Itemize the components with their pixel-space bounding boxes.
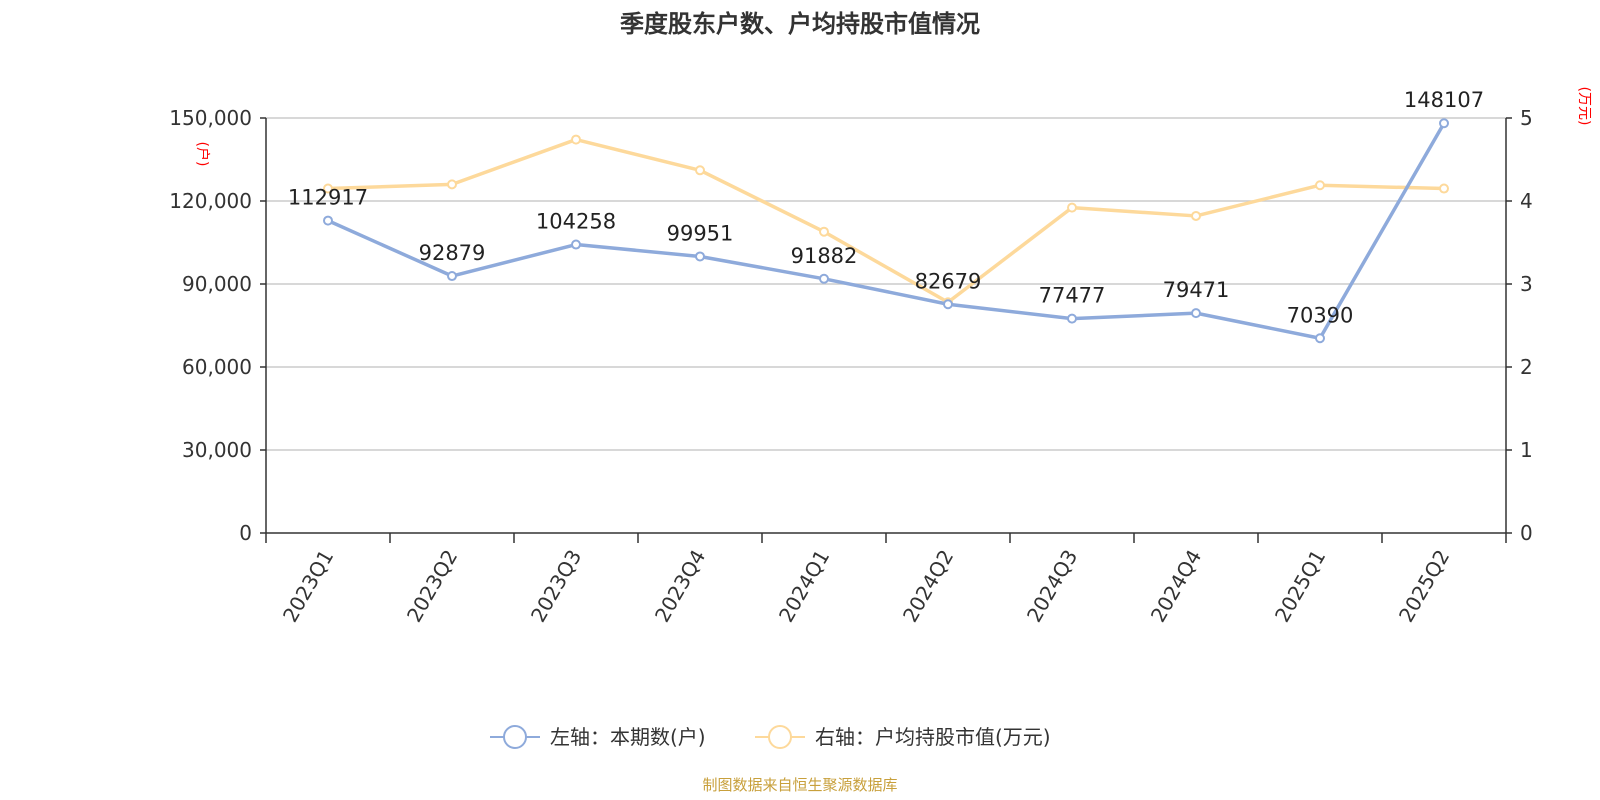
data-point-left[interactable] xyxy=(1315,333,1325,344)
x-tick-label: 2024Q1 xyxy=(774,546,834,627)
chart-title: 季度股东户数、户均持股市值情况 xyxy=(620,10,980,38)
data-point-left[interactable] xyxy=(695,251,705,262)
data-point-left[interactable] xyxy=(943,299,953,310)
x-tick-label: 2023Q3 xyxy=(526,546,586,627)
x-tick-label: 2023Q1 xyxy=(278,546,338,627)
data-label: 99951 xyxy=(667,221,734,245)
source-note: 制图数据来自恒生聚源数据库 xyxy=(702,776,897,794)
x-tick-label: 2024Q4 xyxy=(1146,546,1206,627)
data-point-right[interactable] xyxy=(1315,180,1325,191)
data-label: 91882 xyxy=(791,244,858,268)
data-point-right[interactable] xyxy=(819,226,829,237)
left-tick-label: 120,000 xyxy=(169,189,252,213)
x-tick-label: 2024Q3 xyxy=(1022,546,1082,627)
data-point-right[interactable] xyxy=(571,134,581,145)
legend[interactable]: 左轴：本期数(户) 右轴：户均持股市值(万元) xyxy=(490,725,1051,749)
x-tick-label: 2025Q1 xyxy=(1270,546,1330,627)
left-axis-unit: (户) xyxy=(194,142,211,167)
left-tick-label: 30,000 xyxy=(182,438,252,462)
data-point-right[interactable] xyxy=(695,165,705,176)
left-tick-label: 60,000 xyxy=(182,355,252,379)
data-label: 92879 xyxy=(419,241,486,265)
data-point-left[interactable] xyxy=(819,273,829,284)
data-point-right[interactable] xyxy=(1439,183,1449,194)
x-tick-label: 2024Q2 xyxy=(898,546,958,627)
series-line-left xyxy=(327,122,1446,341)
left-tick-label: 90,000 xyxy=(182,272,252,296)
data-point-left[interactable] xyxy=(447,271,457,282)
data-label: 148107 xyxy=(1404,88,1484,112)
data-point-right[interactable] xyxy=(323,183,333,194)
series-line-right xyxy=(327,137,1445,305)
data-label: 70390 xyxy=(1287,303,1354,327)
data-point-left[interactable] xyxy=(323,215,333,226)
data-point-right[interactable] xyxy=(1067,202,1077,213)
data-point-left[interactable] xyxy=(1067,313,1077,324)
data-label: 104258 xyxy=(536,210,616,234)
left-tick-label: 150,000 xyxy=(169,106,252,130)
right-tick-label: 3 xyxy=(1520,272,1533,296)
data-label: 77477 xyxy=(1039,284,1106,308)
x-tick-label: 2023Q2 xyxy=(402,546,462,627)
right-axis-unit: (万元) xyxy=(1576,87,1592,126)
data-point-right[interactable] xyxy=(1191,210,1201,221)
legend-item-left-series[interactable]: 左轴：本期数(户) xyxy=(490,725,706,749)
x-tick-label: 2025Q2 xyxy=(1394,546,1454,627)
right-tick-label: 4 xyxy=(1520,189,1533,213)
data-point-left[interactable] xyxy=(1191,308,1201,319)
series xyxy=(323,118,1449,344)
right-tick-label: 5 xyxy=(1520,106,1533,130)
data-point-right[interactable] xyxy=(447,179,457,190)
right-tick-label: 0 xyxy=(1520,521,1533,545)
right-tick-label: 1 xyxy=(1520,438,1533,462)
data-point-left[interactable] xyxy=(1439,118,1449,129)
right-tick-label: 2 xyxy=(1520,355,1533,379)
x-tick-label: 2023Q4 xyxy=(650,546,710,627)
left-tick-label: 0 xyxy=(239,521,252,545)
data-label: 112917 xyxy=(288,186,368,210)
data-label: 79471 xyxy=(1163,278,1230,302)
data-label: 82679 xyxy=(915,269,982,293)
data-point-left[interactable] xyxy=(571,239,581,250)
legend-label-right-series: 右轴：户均持股市值(万元) xyxy=(815,725,1051,749)
data-labels: 112917 92879 104258 99951 91882 82679 77477 794… xyxy=(288,88,1484,327)
legend-item-right-series[interactable]: 右轴：户均持股市值(万元) xyxy=(755,725,1051,749)
legend-label-left-series: 左轴：本期数(户) xyxy=(550,725,706,749)
grid-lines xyxy=(266,117,1506,451)
